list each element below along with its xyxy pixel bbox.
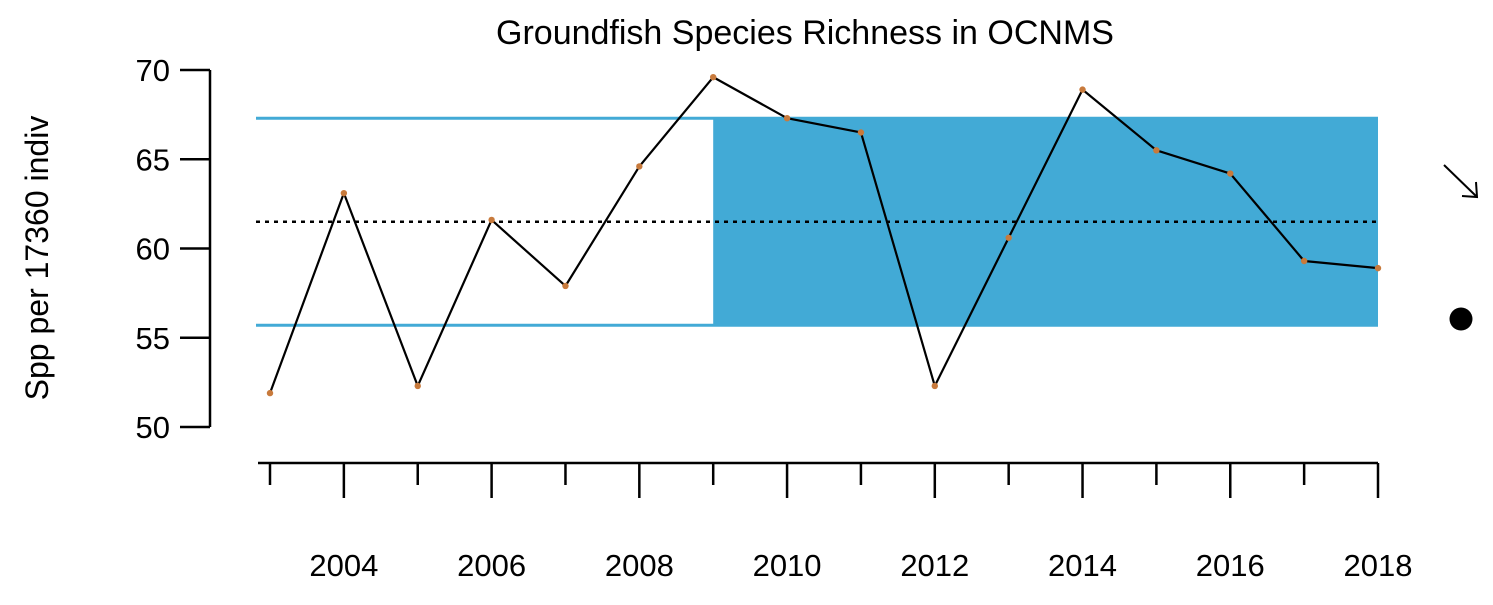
data-point-2011 [857, 129, 865, 136]
data-point-2006 [488, 216, 495, 224]
y-axis-label: Spp per 17360 indiv [19, 116, 55, 401]
data-point-2008 [636, 163, 643, 170]
series-layer [268, 76, 1379, 394]
data-point-2005 [414, 382, 421, 390]
series-line-0 [268, 76, 1379, 394]
data-point-2018 [1374, 264, 1382, 272]
x-tick-label-2004: 2004 [309, 548, 378, 583]
data-point-2009 [710, 73, 717, 81]
trend-arrow-head [1461, 181, 1479, 199]
y-tick-label-50: 50 [136, 410, 170, 445]
data-point-2007 [562, 282, 569, 290]
y-tick-label-60: 60 [136, 232, 170, 267]
data-point-2014 [1079, 86, 1086, 93]
data-point-2013 [1005, 234, 1012, 241]
x-tick-label-2012: 2012 [900, 548, 969, 583]
y-tick-label-55: 55 [136, 321, 170, 356]
x-tick-label-2018: 2018 [1344, 548, 1413, 583]
data-point-2003 [266, 389, 274, 397]
data-point-2010 [783, 114, 791, 122]
recent-period-band-layer [713, 118, 1378, 326]
data-point-2015 [1153, 147, 1160, 154]
y-tick-label-70: 70 [136, 53, 170, 88]
data-point-2012 [931, 382, 938, 390]
sd-lines-layer [256, 116, 1378, 327]
mean-status-dot [1449, 307, 1473, 331]
indicator-layer [1443, 164, 1479, 331]
y-tick-label-65: 65 [136, 142, 170, 177]
x-tick-label-2008: 2008 [605, 548, 674, 583]
points-layer [266, 73, 1382, 397]
data-point-2017 [1300, 257, 1308, 265]
y-axis: 50 55 60 65 70 [136, 53, 212, 445]
data-point-2004 [340, 189, 348, 197]
trend-arrow-shaft [1443, 164, 1477, 197]
x-axis: 2004 2006 2008 2010 2012 2014 2016 2018 [258, 461, 1413, 583]
chart-title: Groundfish Species Richness in OCNMS [496, 14, 1114, 52]
x-tick-label-2014: 2014 [1048, 548, 1117, 583]
x-tick-label-2010: 2010 [753, 548, 822, 583]
data-point-2016 [1227, 170, 1234, 177]
recent-period-band [713, 118, 1378, 326]
x-tick-label-2006: 2006 [457, 548, 526, 583]
x-tick-label-2016: 2016 [1196, 548, 1265, 583]
